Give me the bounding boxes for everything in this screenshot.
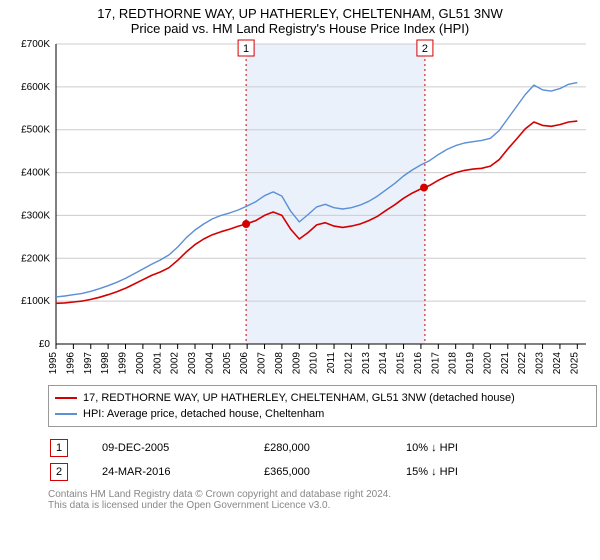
y-tick-label: £0 (39, 339, 51, 350)
footer-line1: Contains HM Land Registry data © Crown c… (48, 489, 592, 500)
x-tick-label: 2000 (135, 352, 146, 375)
sale-delta: 15% ↓ HPI (406, 461, 581, 483)
x-tick-label: 2023 (535, 352, 546, 375)
x-tick-label: 2005 (222, 352, 233, 375)
x-tick-label: 2009 (291, 352, 302, 375)
sales-table: 1 09-DEC-2005£280,00010% ↓ HPI 2 24-MAR-201… (48, 435, 583, 485)
legend-label: 17, REDTHORNE WAY, UP HATHERLEY, CHELTEN… (83, 392, 515, 404)
sale-date: 24-MAR-2016 (102, 461, 262, 483)
x-tick-label: 2025 (569, 352, 580, 375)
legend: 17, REDTHORNE WAY, UP HATHERLEY, CHELTEN… (48, 385, 597, 427)
x-tick-label: 2024 (552, 352, 563, 375)
sale-delta: 10% ↓ HPI (406, 437, 581, 459)
y-tick-label: £300K (21, 210, 50, 221)
legend-row: 17, REDTHORNE WAY, UP HATHERLEY, CHELTEN… (55, 390, 590, 406)
y-tick-label: £200K (21, 253, 50, 264)
x-tick-label: 2020 (482, 352, 493, 375)
attribution-footer: Contains HM Land Registry data © Crown c… (48, 489, 592, 511)
sale-marker-badge-label: 2 (422, 43, 428, 55)
sale-badge: 1 (50, 439, 68, 457)
x-tick-label: 2022 (517, 352, 528, 375)
y-tick-label: £400K (21, 168, 50, 179)
x-tick-label: 2001 (152, 352, 163, 375)
x-tick-label: 2014 (378, 352, 389, 375)
x-tick-label: 2010 (309, 352, 320, 375)
x-tick-label: 2016 (413, 352, 424, 375)
x-tick-label: 2007 (257, 352, 268, 375)
x-tick-label: 2017 (430, 352, 441, 375)
sale-marker-badge-label: 1 (243, 43, 249, 55)
legend-swatch (55, 413, 77, 415)
x-tick-label: 2003 (187, 352, 198, 375)
y-tick-label: £600K (21, 82, 50, 93)
x-tick-label: 1997 (83, 352, 94, 375)
legend-row: HPI: Average price, detached house, Chel… (55, 406, 590, 422)
sales-row: 1 09-DEC-2005£280,00010% ↓ HPI (50, 437, 581, 459)
legend-label: HPI: Average price, detached house, Chel… (83, 408, 324, 420)
x-tick-label: 2018 (448, 352, 459, 375)
y-tick-label: £700K (21, 39, 50, 50)
footer-line2: This data is licensed under the Open Gov… (48, 500, 592, 511)
chart-title-line2: Price paid vs. HM Land Registry's House … (8, 21, 592, 36)
sale-point (242, 220, 250, 228)
sale-date: 09-DEC-2005 (102, 437, 262, 459)
x-tick-label: 1995 (48, 352, 59, 375)
sale-period-band (246, 44, 425, 344)
y-tick-label: £100K (21, 296, 50, 307)
x-tick-label: 2002 (170, 352, 181, 375)
sale-price: £280,000 (264, 437, 404, 459)
x-tick-label: 2013 (361, 352, 372, 375)
sale-point (420, 184, 428, 192)
price-chart: £0 £100K £200K £300K £400K £500K £600K £700K 199… (8, 36, 598, 381)
x-tick-label: 1996 (65, 352, 76, 375)
chart-title-block: 17, REDTHORNE WAY, UP HATHERLEY, CHELTEN… (8, 6, 592, 36)
sale-badge: 2 (50, 463, 68, 481)
x-tick-label: 2021 (500, 352, 511, 375)
x-tick-label: 2015 (396, 352, 407, 375)
x-tick-label: 2012 (343, 352, 354, 375)
sales-row: 2 24-MAR-2016£365,00015% ↓ HPI (50, 461, 581, 483)
y-tick-label: £500K (21, 125, 50, 136)
x-tick-label: 2008 (274, 352, 285, 375)
x-tick-label: 2004 (204, 352, 215, 375)
sale-price: £365,000 (264, 461, 404, 483)
x-tick-label: 1999 (118, 352, 129, 375)
x-tick-label: 1998 (100, 352, 111, 375)
x-tick-label: 2019 (465, 352, 476, 375)
x-tick-label: 2006 (239, 352, 250, 375)
x-tick-label: 2011 (326, 352, 337, 374)
chart-title-line1: 17, REDTHORNE WAY, UP HATHERLEY, CHELTEN… (8, 6, 592, 21)
legend-swatch (55, 397, 77, 399)
